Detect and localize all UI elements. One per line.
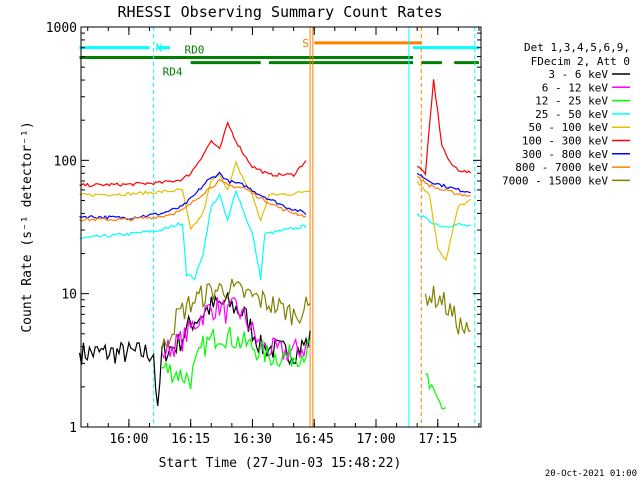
series-line: [416, 213, 471, 228]
series-line: [79, 178, 307, 222]
series-line: [161, 278, 311, 352]
y-tick-label: 100: [54, 154, 77, 169]
series-line: [79, 189, 307, 281]
x-tick-label: 16:00: [109, 432, 148, 447]
vertical-markers: [80, 27, 476, 427]
series-line: [79, 160, 311, 231]
legend-entry-label: 12 - 25 keV: [535, 95, 608, 108]
legend-entry-label: 6 - 12 keV: [542, 81, 609, 94]
flag-bar-label: RD4: [163, 66, 183, 79]
series-line: [416, 180, 472, 261]
series-line: [79, 121, 307, 188]
legend-entry-label: 800 - 7000 keV: [515, 161, 608, 174]
series-line: [161, 296, 311, 362]
series-line: [79, 171, 307, 221]
flag-bar-label: S: [302, 37, 309, 50]
series-line: [424, 285, 471, 335]
y-tick-label: 1: [69, 421, 77, 436]
legend-header: Det 1,3,4,5,6,9,: [524, 41, 630, 54]
flag-bar-label: N: [156, 42, 163, 55]
legend-entry-label: 300 - 800 keV: [522, 148, 608, 161]
legend-entry-label: 100 - 300 keV: [522, 135, 608, 148]
legend-header: FDecim 2, Att 0: [531, 55, 630, 68]
x-axis-label: Start Time (27-Jun-03 15:48:22): [159, 456, 402, 471]
data-series: [78, 79, 472, 410]
x-tick-label: 16:15: [171, 432, 210, 447]
series-line: [161, 326, 311, 390]
series-line: [78, 292, 311, 406]
y-tick-label: 1000: [46, 21, 77, 36]
x-tick-label: 16:45: [295, 432, 334, 447]
y-axis-label: Count Rate (s⁻¹ detector⁻¹): [20, 121, 35, 332]
series-line: [425, 373, 447, 410]
legend-entry-label: 7000 - 15000 keV: [502, 174, 608, 187]
x-axis: 16:00 16:15 16:30 16:45 17:00 17:15: [87, 27, 480, 447]
plot-frame: [80, 26, 482, 428]
x-tick-label: 16:30: [233, 432, 272, 447]
chart-title: RHESSI Observing Summary Count Rates: [117, 3, 442, 21]
legend-entry-label: 50 - 100 keV: [529, 121, 609, 134]
flag-bar-label: RD0: [184, 44, 204, 57]
y-axis: 1 10 100 1000: [46, 21, 481, 436]
legend-entry-label: 25 - 50 keV: [535, 108, 608, 121]
legend: Det 1,3,4,5,6,9,FDecim 2, Att 03 - 6 keV…: [502, 41, 630, 187]
x-tick-label: 17:15: [418, 432, 457, 447]
series-line: [416, 172, 471, 194]
series-line: [416, 79, 472, 177]
x-tick-label: 17:00: [356, 432, 395, 447]
series-line: [417, 176, 471, 197]
footer-timestamp: 20-Oct-2021 01:00: [545, 469, 637, 479]
y-tick-label: 10: [61, 288, 77, 303]
legend-entry-label: 3 - 6 keV: [548, 68, 608, 81]
